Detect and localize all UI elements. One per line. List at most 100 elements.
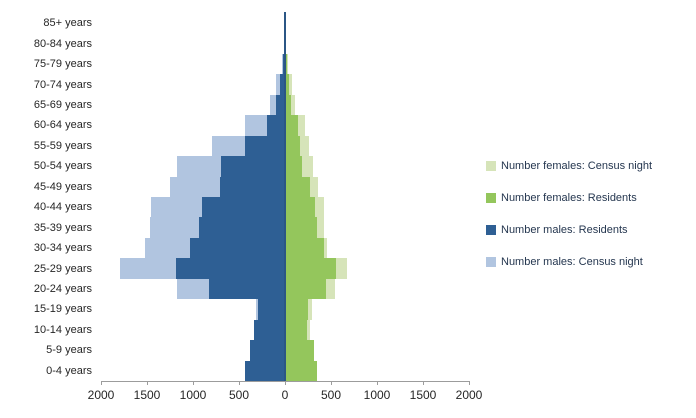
- x-axis-tick-label: 0: [281, 388, 289, 402]
- bar-females-residents: [285, 197, 316, 218]
- y-axis-label: 50-54 years: [33, 160, 92, 173]
- pyramid-row: [101, 156, 469, 177]
- y-axis-label: 75-79 years: [33, 58, 92, 71]
- bar-males-residents: [190, 237, 285, 259]
- y-axis-label: 85+ years: [43, 17, 92, 30]
- x-axis-tick-label: 500: [320, 388, 342, 402]
- pyramid-row: [101, 176, 469, 197]
- x-axis-tick: [468, 381, 470, 385]
- bar-females-residents: [285, 237, 324, 259]
- bar-males-residents: [282, 53, 285, 75]
- x-axis-tick-label: 2000: [87, 388, 115, 402]
- legend-item: Number males: Census night: [486, 256, 652, 268]
- pyramid-row: [101, 217, 469, 238]
- legend-item: Number females: Census night: [486, 160, 652, 172]
- pyramid-row: [101, 278, 469, 300]
- bar-males-residents: [266, 115, 285, 136]
- x-axis-tick: [146, 381, 148, 385]
- bar-males-residents: [220, 176, 285, 197]
- bar-males-residents: [245, 360, 285, 381]
- bar-females-residents: [285, 217, 318, 238]
- x-axis-tick: [238, 381, 240, 385]
- plot-area: [100, 12, 470, 385]
- bar-males-residents: [198, 217, 285, 238]
- x-axis-tick: [422, 381, 424, 385]
- y-axis-label: 30-34 years: [33, 242, 92, 255]
- pyramid-row: [101, 340, 469, 361]
- legend-swatch-icon: [486, 225, 496, 235]
- y-axis-label: 5-9 years: [46, 344, 92, 357]
- pyramid-row: [101, 197, 469, 218]
- bar-females-residents: [285, 258, 336, 279]
- legend: Number females: Census night Number fema…: [486, 160, 652, 288]
- pyramid-row: [101, 258, 469, 279]
- legend-label: Number females: Census night: [501, 160, 653, 172]
- x-axis-tick-label: 1500: [409, 388, 437, 402]
- bar-males-residents: [220, 156, 285, 177]
- y-axis-label: 40-44 years: [33, 201, 92, 214]
- bar-males-residents: [275, 94, 285, 116]
- bar-males-residents: [249, 340, 285, 361]
- x-axis-tick-label: 1000: [363, 388, 391, 402]
- y-axis-label: 65-69 years: [33, 99, 92, 111]
- bar-females-residents: [285, 360, 317, 381]
- bar-males-residents: [209, 278, 285, 300]
- bar-females-residents: [285, 176, 311, 197]
- center-axis-line: [284, 12, 286, 381]
- legend-label: Number males: Residents: [501, 224, 628, 236]
- bar-females-residents: [285, 278, 327, 300]
- pyramid-row: [101, 135, 469, 157]
- pyramid-row: [101, 74, 469, 95]
- x-axis-tick: [100, 381, 102, 385]
- bar-males-residents: [201, 197, 285, 218]
- bar-males-residents: [257, 299, 285, 320]
- y-axis-label: 15-19 years: [33, 303, 92, 316]
- x-axis-tick: [192, 381, 194, 385]
- y-axis-label: 55-59 years: [33, 139, 92, 152]
- bar-females-residents: [285, 156, 303, 177]
- y-axis-label: 35-39 years: [33, 221, 92, 234]
- bar-females-residents: [285, 299, 309, 320]
- bar-females-residents: [285, 74, 289, 95]
- bar-males-residents: [244, 135, 285, 157]
- y-axis-labels: 85+ years 80-84 years 75-79 years 70-74 yea…: [0, 13, 92, 381]
- pyramid-row: [101, 115, 469, 136]
- bar-males-residents: [279, 74, 285, 95]
- y-axis-label: 70-74 years: [33, 78, 92, 91]
- bar-females-residents: [285, 135, 301, 157]
- x-axis-tick: [376, 381, 378, 385]
- x-axis-tick-label: 500: [228, 388, 250, 402]
- x-axis-tick-label: 1000: [179, 388, 207, 402]
- x-axis-tick-label: 2000: [455, 388, 483, 402]
- bar-females-residents: [285, 115, 299, 136]
- bar-females-residents: [285, 319, 308, 341]
- bar-males-residents: [253, 319, 285, 341]
- pyramid-row: [101, 94, 469, 116]
- y-axis-label: 20-24 years: [33, 283, 92, 295]
- legend-swatch-icon: [486, 161, 496, 171]
- pyramid-row: [101, 319, 469, 341]
- x-axis-tick: [330, 381, 332, 385]
- bar-females-residents: [285, 340, 315, 361]
- y-axis-label: 60-64 years: [33, 119, 92, 132]
- legend-item: Number males: Residents: [486, 224, 652, 236]
- legend-swatch-icon: [486, 257, 496, 267]
- y-axis-label: 10-14 years: [33, 323, 92, 336]
- pyramid-row: [101, 360, 469, 381]
- legend-swatch-icon: [486, 193, 496, 203]
- bar-males-residents: [175, 258, 285, 279]
- bar-females-residents: [285, 94, 291, 116]
- pyramid-row: [101, 237, 469, 259]
- legend-item: Number females: Residents: [486, 192, 652, 204]
- legend-label: Number males: Census night: [501, 256, 643, 268]
- x-axis-tick-label: 1500: [133, 388, 161, 402]
- legend-label: Number females: Residents: [501, 192, 637, 204]
- y-axis-label: 45-49 years: [33, 180, 92, 193]
- y-axis-label: 0-4 years: [46, 364, 92, 377]
- y-axis-label: 80-84 years: [33, 37, 92, 50]
- x-axis-labels: 2000 1500 1000 500 0 500 1000 1500 2000: [88, 388, 483, 404]
- x-axis-tick: [284, 381, 286, 385]
- y-axis-label: 25-29 years: [33, 262, 92, 275]
- pyramid-row: [101, 299, 469, 320]
